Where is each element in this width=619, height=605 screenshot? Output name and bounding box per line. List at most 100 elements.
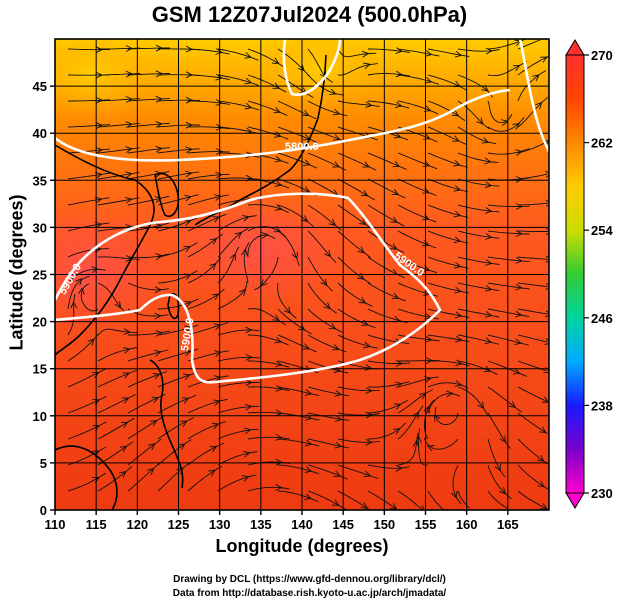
streamline-arrow: [395, 464, 403, 472]
streamline: [427, 48, 470, 57]
streamline: [247, 436, 290, 440]
streamline-arrow: [304, 493, 312, 500]
colorbar-ticks: 230 238 246 254 262 270: [584, 48, 613, 501]
streamline: [157, 394, 197, 414]
streamline: [517, 230, 548, 232]
streamline-arrow: [245, 353, 253, 361]
streamline: [67, 48, 110, 51]
streamline-arrow: [545, 255, 549, 263]
streamline-arrow: [394, 101, 403, 109]
colorbar-tick-label: 230: [591, 486, 613, 501]
streamline: [217, 428, 259, 440]
streamline-arrow: [395, 70, 403, 78]
streamline: [187, 398, 228, 414]
streamline: [307, 48, 333, 83]
streamline: [97, 256, 140, 260]
streamline: [217, 177, 260, 181]
streamline-arrow: [234, 231, 243, 239]
streamline-arrow: [275, 384, 283, 392]
streamline: [97, 147, 140, 154]
streamline: [337, 152, 377, 171]
streamline: [367, 422, 406, 440]
streamline: [457, 126, 497, 145]
streamline: [97, 328, 138, 336]
streamline: [277, 100, 317, 120]
streamline-arrow: [453, 236, 462, 244]
streamline-arrow: [485, 47, 493, 55]
streamline-arrow: [241, 248, 248, 256]
streamline-arrow: [424, 376, 432, 383]
y-tick-label: 20: [33, 315, 47, 330]
streamline: [367, 381, 410, 388]
streamline-arrow: [119, 470, 127, 478]
streamline-arrow: [211, 422, 220, 430]
streamline: [368, 48, 410, 53]
coastline-korea: [154, 172, 180, 217]
streamline-arrow: [215, 171, 223, 179]
streamline-arrow: [244, 427, 252, 435]
streamline: [67, 421, 107, 440]
streamline: [68, 99, 111, 102]
y-tick-label: 0: [40, 503, 47, 518]
streamline: [457, 152, 499, 163]
streamline: [247, 48, 286, 69]
streamline: [217, 356, 260, 362]
streamline-arrow: [154, 349, 162, 357]
streamline-arrow: [122, 372, 131, 379]
streamline-arrow: [445, 390, 454, 398]
streamline-arrow: [484, 157, 492, 165]
streamline: [67, 275, 90, 310]
streamline-arrow: [360, 502, 369, 509]
streamline: [247, 178, 290, 189]
streamline-arrow: [454, 380, 463, 387]
streamline-arrow: [365, 411, 373, 419]
streamline-arrow: [393, 403, 402, 410]
streamline: [487, 464, 512, 500]
streamline-arrow: [304, 389, 313, 396]
streamline-arrow: [155, 120, 163, 128]
streamline: [487, 334, 529, 346]
streamline: [187, 288, 225, 310]
streamline: [517, 256, 548, 260]
streamline-arrow: [154, 286, 163, 294]
streamline-arrow: [151, 396, 160, 403]
streamline-arrow: [540, 56, 548, 63]
map-title: GSM 12Z07Jul2024 (500.0hPa): [151, 2, 468, 27]
coastline-borneo: [55, 445, 118, 510]
streamline: [127, 253, 170, 259]
streamline: [247, 234, 276, 258]
streamline: [217, 246, 240, 284]
streamline: [397, 376, 439, 388]
streamline: [307, 282, 337, 314]
streamline: [397, 490, 423, 510]
streamline-arrow: [275, 434, 283, 441]
streamline: [254, 256, 279, 290]
streamline-arrow: [422, 187, 431, 194]
streamline-arrow: [544, 338, 549, 345]
streamline: [67, 472, 107, 492]
streamline-arrow: [95, 122, 103, 129]
streamline: [217, 100, 260, 111]
contour-5900-nw-line: [282, 39, 342, 97]
streamline: [487, 490, 509, 510]
colorbar-tick-label: 262: [591, 136, 613, 151]
streamline: [427, 334, 470, 343]
streamline-arrow: [537, 480, 545, 488]
x-tick-label: 155: [415, 517, 437, 532]
streamline: [427, 74, 468, 91]
height-contours: [55, 39, 549, 384]
streamline-arrow: [424, 76, 433, 84]
streamline: [127, 73, 170, 76]
streamline: [127, 349, 169, 362]
streamline-arrow: [155, 44, 164, 52]
x-tick-label: 160: [456, 517, 478, 532]
streamline: [487, 230, 530, 235]
streamline-arrow: [358, 297, 367, 304]
streamline: [427, 126, 467, 145]
streamline: [307, 386, 350, 397]
streamline-arrow: [412, 411, 420, 419]
streamline: [67, 124, 110, 128]
streamline-arrow: [508, 401, 516, 409]
streamline-arrow: [123, 347, 131, 354]
streamline-arrow: [245, 379, 253, 387]
